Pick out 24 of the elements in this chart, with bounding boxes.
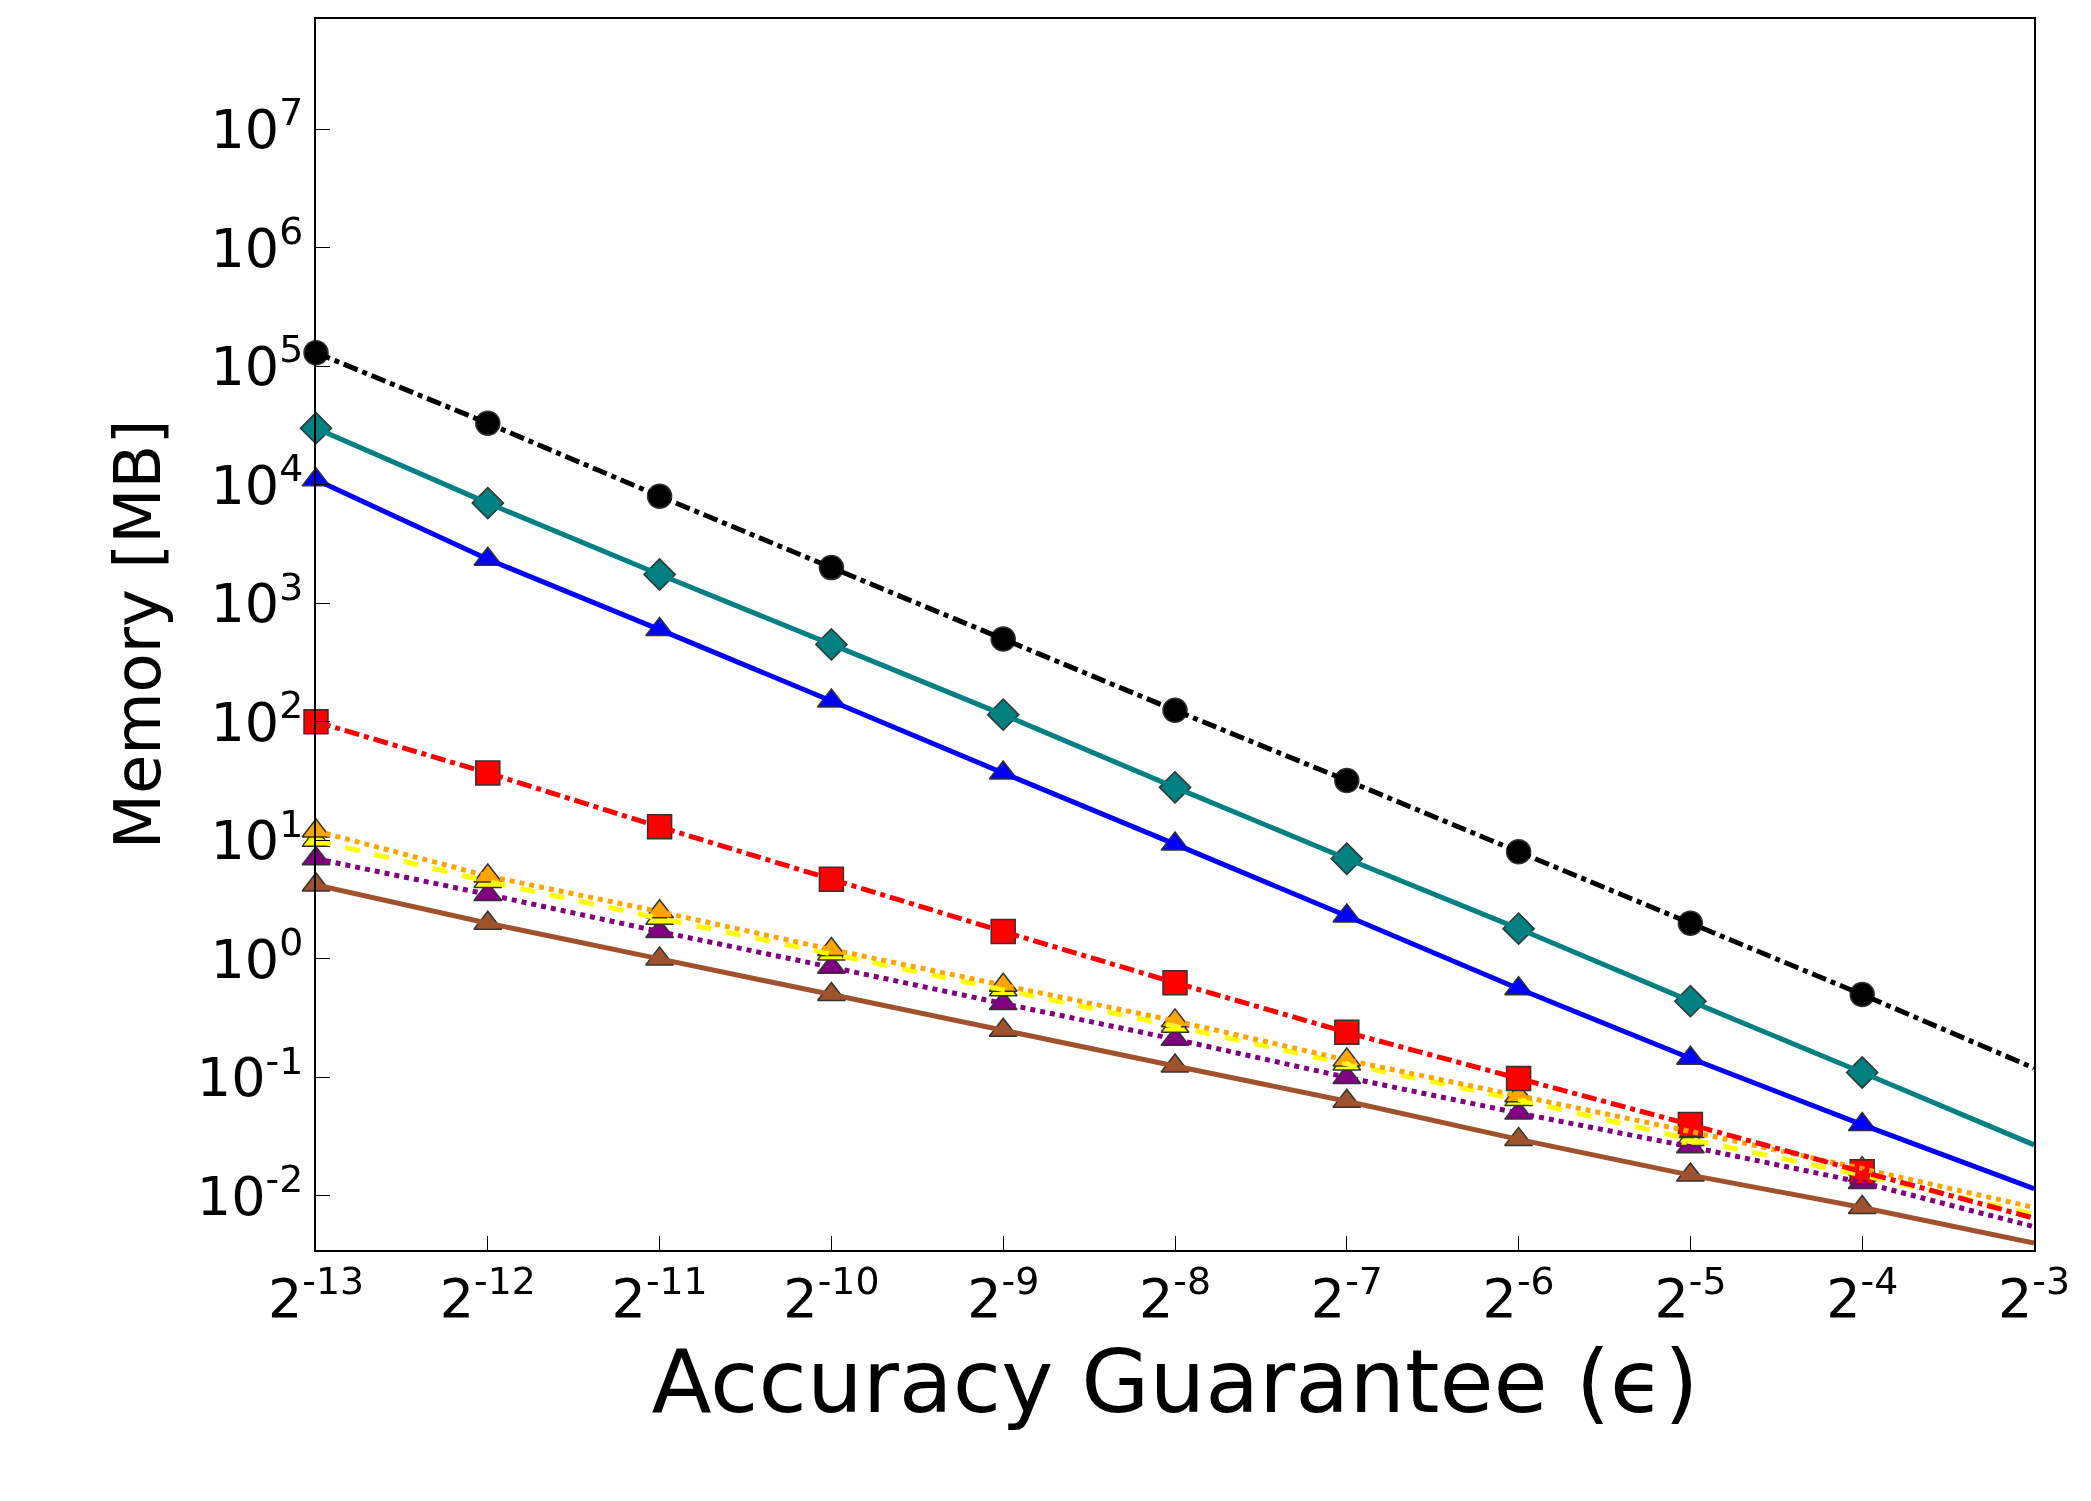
- x-tick-label: 2$^{-5}$: [1654, 1259, 1727, 1330]
- y-tick-label: 10$^{4}$: [210, 445, 304, 517]
- y-tick-label: 10$^{7}$: [210, 90, 304, 162]
- x-tick-label: 2$^{-8}$: [1138, 1259, 1212, 1330]
- x-tick-label: 2$^{-4}$: [1826, 1259, 1899, 1330]
- y-tick-label: 10$^{6}$: [210, 208, 304, 280]
- y-tick-label: 10$^{2}$: [210, 683, 304, 754]
- y-tick-label: 10$^{3}$: [210, 564, 304, 636]
- y-axis-title: Memory [MB]: [101, 419, 176, 850]
- x-tick-label: 2$^{-9}$: [967, 1259, 1040, 1330]
- x-tick-label: 2$^{-13}$: [267, 1259, 365, 1330]
- x-tick-label: 2$^{-12}$: [439, 1259, 536, 1330]
- y-tick-label: 10$^{-1}$: [196, 1038, 304, 1110]
- y-tick-label: 10$^{0}$: [210, 920, 304, 991]
- x-axis-title: Accuracy Guarantee (ϵ): [651, 1329, 1699, 1433]
- y-tick-label: 10$^{-2}$: [196, 1157, 304, 1228]
- point: [475, 760, 501, 786]
- x-tick-label: 2$^{-3}$: [1997, 1259, 2071, 1330]
- x-tick-label: 2$^{-6}$: [1482, 1259, 1555, 1330]
- y-tick-label: 10$^{5}$: [210, 327, 304, 399]
- x-tick-label: 2$^{-10}$: [783, 1259, 880, 1330]
- y-tick-label: 10$^{1}$: [210, 801, 304, 873]
- x-tick-label: 2$^{-7}$: [1310, 1259, 1383, 1330]
- x-tick-label: 2$^{-11}$: [611, 1259, 708, 1330]
